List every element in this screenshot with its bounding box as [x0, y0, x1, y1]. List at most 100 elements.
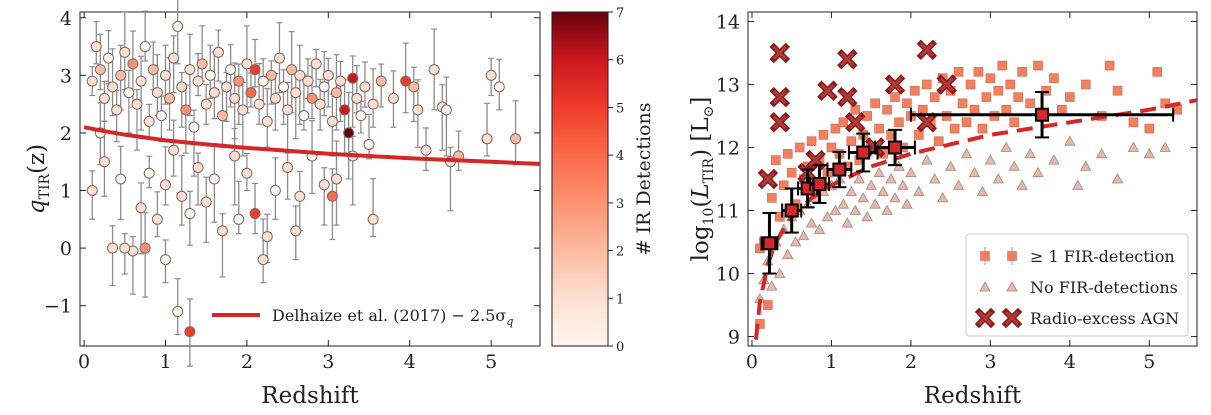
- left-point: [326, 190, 338, 202]
- fir-point: [1013, 92, 1023, 102]
- binned-median: [909, 91, 1175, 139]
- left-ytick-label: 3: [60, 65, 72, 87]
- fir-point: [771, 155, 781, 165]
- left-point: [229, 150, 241, 162]
- left-point: [90, 41, 102, 53]
- left-point: [143, 115, 155, 127]
- left-point: [168, 52, 180, 64]
- left-point: [172, 305, 184, 317]
- agn-stroke-inner: [808, 153, 823, 168]
- left-point: [294, 190, 306, 202]
- left-point: [184, 64, 196, 76]
- legend-fir-marker: [1007, 251, 1017, 261]
- right-y-axis-label-L-sub: TIR: [701, 157, 717, 183]
- no-fir-point: [845, 185, 857, 197]
- left-point: [107, 81, 119, 93]
- no-fir-point: [805, 217, 818, 228]
- no-fir-point: [1016, 179, 1028, 190]
- right-y-axis-label-open: (: [688, 199, 714, 208]
- fir-point: [969, 104, 980, 115]
- fir-point: [1112, 85, 1123, 96]
- left-point: [229, 92, 241, 104]
- right-ytick-label: 11: [716, 201, 740, 223]
- fir-point: [1144, 123, 1155, 134]
- fir-point: [882, 104, 892, 115]
- left-y-axis-label-tail: (z): [24, 144, 50, 174]
- left-point: [261, 115, 273, 127]
- left-point: [245, 87, 257, 99]
- left-ticks: 0 1 2 3 4 5 −1 0 1 2 3 4: [44, 8, 540, 373]
- left-point: [192, 75, 204, 87]
- left-point: [176, 81, 188, 93]
- left-point: [147, 64, 159, 76]
- fir-point: [1049, 73, 1059, 83]
- right-plot-frame: [747, 11, 1198, 347]
- fir-point: [1017, 67, 1027, 77]
- left-point: [143, 167, 155, 179]
- no-fir-point: [873, 166, 885, 178]
- left-point: [86, 75, 98, 87]
- fir-point: [902, 98, 912, 109]
- no-fir-point: [837, 198, 850, 209]
- right-y-axis-label-func-sub: 10: [701, 208, 717, 226]
- left-point: [412, 104, 424, 116]
- right-ytick-label: 12: [716, 137, 740, 159]
- left-point: [94, 64, 106, 76]
- bin-marker: [832, 162, 847, 177]
- left-point: [314, 98, 326, 110]
- left-ytick-label: 4: [60, 8, 72, 30]
- left-ytick-label: 2: [60, 123, 72, 145]
- colorbar-tick-label: 6: [616, 54, 624, 69]
- no-fir-point: [913, 185, 925, 197]
- no-fir-point: [929, 173, 941, 184]
- left-point: [310, 58, 322, 70]
- left-points: [86, 0, 522, 367]
- no-fir-point: [877, 185, 889, 197]
- right-no-fir-points: [754, 135, 1171, 304]
- left-point: [204, 69, 216, 81]
- right-ytick-label: 14: [716, 11, 740, 33]
- fir-point: [778, 180, 789, 191]
- agn-stroke-inner: [840, 90, 855, 105]
- agn-point: [837, 86, 858, 108]
- no-fir-point: [1127, 141, 1140, 152]
- agn-stroke-inner: [848, 115, 863, 130]
- agn-stroke-inner: [772, 90, 787, 105]
- left-point: [481, 133, 493, 145]
- fir-point: [786, 167, 797, 178]
- left-point: [188, 121, 200, 133]
- no-fir-point: [1143, 147, 1155, 159]
- no-fir-point: [1048, 154, 1060, 165]
- no-fir-point: [976, 185, 989, 197]
- agn-stroke-inner: [939, 77, 954, 92]
- bin-marker: [888, 140, 903, 155]
- fir-point: [890, 92, 900, 102]
- bin-marker: [784, 203, 799, 218]
- left-point: [294, 69, 306, 81]
- legend-nofir-marker: [1006, 281, 1018, 292]
- binned-median: [826, 150, 853, 189]
- left-point: [115, 69, 127, 81]
- right-y-axis-label-unit: [L: [688, 117, 714, 141]
- no-fir-point: [1000, 141, 1012, 152]
- left-point: [343, 127, 355, 139]
- bin-marker: [812, 177, 827, 192]
- agn-point: [805, 149, 826, 171]
- colorbar-tick-label: 0: [616, 340, 624, 355]
- right-y-axis-label-close: ): [688, 142, 714, 158]
- no-fir-point: [869, 198, 881, 209]
- fir-point: [1057, 104, 1067, 115]
- right-xtick-label: 2: [905, 351, 917, 373]
- right-x-axis-label: Redshift: [924, 383, 1022, 409]
- left-point: [298, 110, 310, 122]
- left-point: [216, 110, 228, 122]
- fir-point: [1128, 117, 1139, 128]
- left-point: [322, 69, 334, 81]
- fir-point: [870, 98, 880, 109]
- agn-point: [845, 112, 866, 133]
- left-point: [265, 69, 277, 81]
- fir-point: [767, 193, 777, 203]
- right-xtick-label: 3: [984, 351, 996, 373]
- no-fir-point: [885, 173, 897, 184]
